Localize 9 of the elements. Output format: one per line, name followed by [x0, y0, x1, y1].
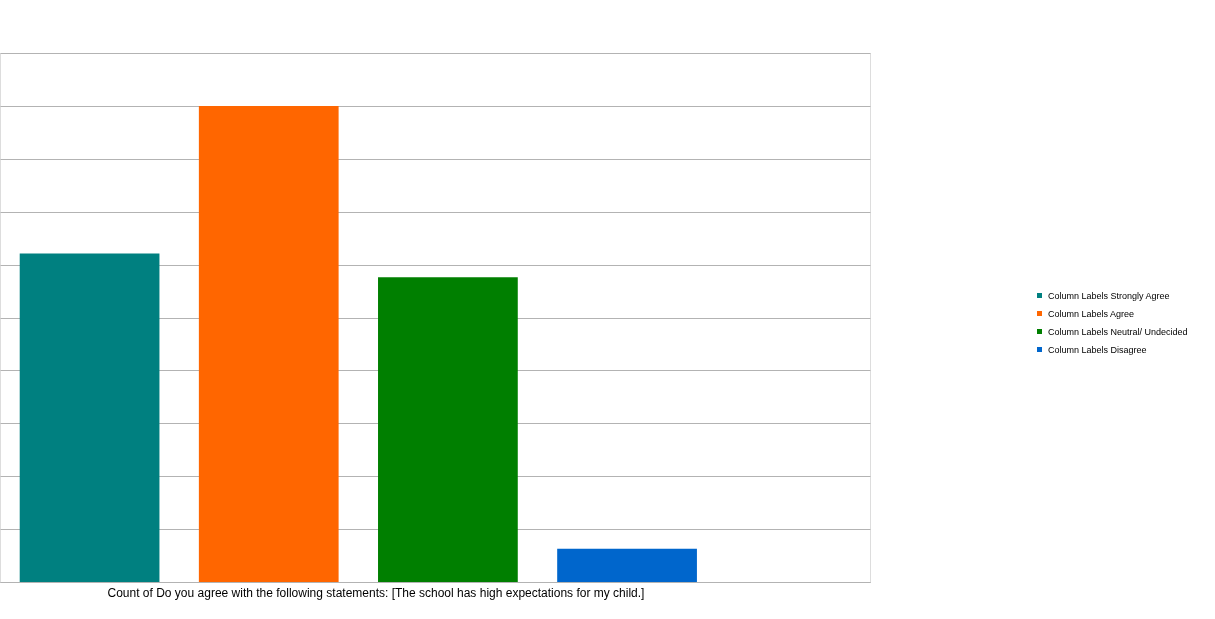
bar	[19, 253, 160, 582]
bar	[557, 548, 697, 582]
legend-label: Column Labels Agree	[1048, 308, 1135, 319]
legend-label: Column Labels Strongly Agree	[1048, 290, 1170, 301]
bar	[378, 277, 518, 582]
x-axis-title: Count of Do you agree with the following statements: [The school has high expectations for my child.]	[107, 585, 645, 600]
bar	[198, 105, 339, 582]
legend-label: Column Labels Neutral/ Undecided	[1048, 326, 1188, 337]
legend-label: Column Labels Disagree	[1048, 344, 1147, 355]
